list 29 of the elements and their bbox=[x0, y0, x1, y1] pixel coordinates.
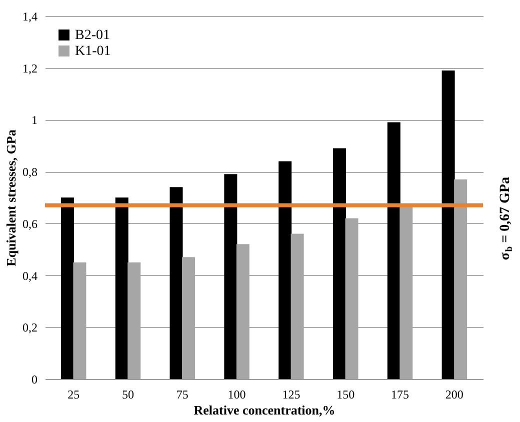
bar bbox=[60, 198, 74, 379]
legend-label: K1-01 bbox=[75, 44, 111, 59]
x-tick-label: 75 bbox=[176, 388, 188, 402]
y-tick-label: 0,2 bbox=[22, 320, 38, 335]
x-tick-label: 125 bbox=[282, 388, 300, 402]
x-tick-label: 25 bbox=[68, 388, 80, 402]
x-tick-label: 175 bbox=[391, 388, 410, 402]
bar bbox=[224, 174, 238, 379]
y-axis-title: Equivalent stresses, GPa bbox=[4, 129, 18, 266]
y-tick-label: 1,4 bbox=[22, 10, 38, 24]
y-tick-label: 1 bbox=[32, 113, 38, 128]
x-tick-label: 150 bbox=[336, 388, 355, 402]
bar bbox=[115, 198, 128, 379]
bar bbox=[170, 187, 183, 379]
ref-line-label: σb = 0,67 GPa bbox=[498, 176, 515, 260]
x-tick-label: 100 bbox=[228, 388, 246, 402]
bar bbox=[387, 122, 400, 379]
y-tick-label: 0,6 bbox=[22, 216, 38, 231]
x-tick-label: 200 bbox=[445, 388, 464, 402]
y-tick-label: 0 bbox=[32, 372, 38, 386]
legend-label: B2-01 bbox=[75, 28, 110, 43]
y-tick-label: 0,8 bbox=[22, 165, 38, 180]
bar bbox=[332, 148, 346, 379]
y-tick-label: 0,4 bbox=[22, 268, 38, 283]
x-axis-title: Relative concentration,% bbox=[194, 402, 336, 418]
y-tick-label: 1,2 bbox=[22, 61, 38, 76]
bar bbox=[278, 161, 292, 379]
x-tick-label: 50 bbox=[122, 388, 134, 402]
bar bbox=[442, 70, 455, 379]
